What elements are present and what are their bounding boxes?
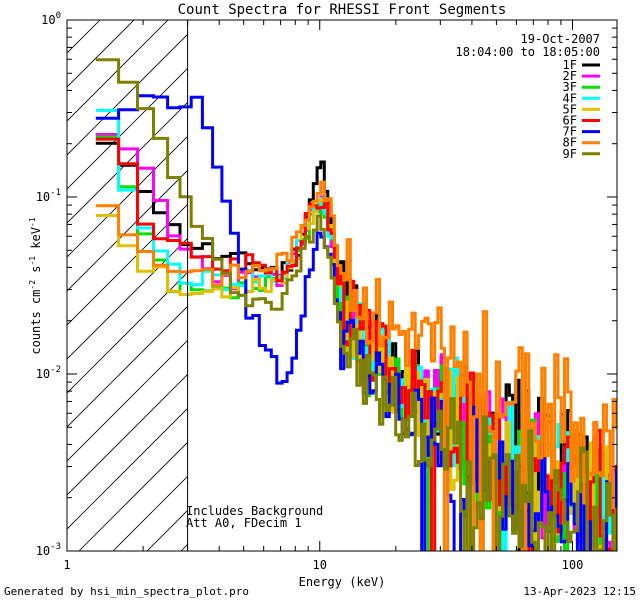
legend-label-5F: 5F (563, 102, 577, 116)
annotation-background: Includes Background (186, 504, 323, 518)
y-tick-label: 10-3 (36, 542, 61, 558)
hatch-line (67, 20, 169, 122)
hatch-line (67, 33, 188, 156)
y-label-exp-f: -1 (28, 217, 37, 227)
x-tick-label: 100 (562, 558, 584, 572)
y-label-exp-d: -1 (28, 256, 37, 266)
y-label-part-c: s (29, 266, 43, 280)
y-label-part-e: keV (29, 227, 43, 256)
hatch-line (67, 339, 188, 462)
hatch-line (78, 441, 188, 551)
hatch-line (67, 169, 188, 292)
series-line-7F (95, 94, 617, 551)
hatch-line (0, 0, 101, 551)
legend-label-3F: 3F (563, 80, 577, 94)
hatch-line (67, 20, 135, 88)
x-tick-label: 10 (313, 558, 327, 572)
legend-label-9F: 9F (563, 147, 577, 161)
time-range-label: 18:04:00 to 18:05:00 (456, 45, 601, 59)
y-label-part-a: counts cm (29, 290, 43, 355)
timestamp-text: 13-Apr-2023 12:15 (523, 585, 636, 598)
annotation-attenuator: Att A0, FDecim 1 (186, 516, 302, 530)
y-label-exp-b: -2 (28, 280, 37, 290)
hatch-line (67, 373, 188, 496)
hatch-line (67, 135, 188, 258)
plot-frame (66, 19, 618, 552)
y-tick-label: 100 (41, 11, 61, 27)
hatch-line (67, 407, 188, 530)
y-axis-label: counts cm-2 s-1 keV-1 (28, 217, 43, 354)
legend-label-1F: 1F (563, 58, 577, 72)
legend-label-8F: 8F (563, 136, 577, 150)
y-tick-label: 10-2 (36, 365, 61, 381)
generated-by-text: Generated by hsi_min_spectra_plot.pro (4, 585, 249, 598)
legend-label-4F: 4F (563, 91, 577, 105)
date-label: 19-Oct-2007 (521, 32, 600, 46)
legend-label-2F: 2F (563, 69, 577, 83)
legend-label-6F: 6F (563, 114, 577, 128)
hatch-line (67, 237, 188, 360)
series-line-9F (95, 58, 617, 551)
y-tick-label: 10-1 (36, 188, 61, 204)
x-tick-label: 1 (63, 558, 70, 572)
chart-title: Count Spectra for RHESSI Front Segments (178, 2, 507, 18)
hatch-line (67, 20, 101, 54)
x-axis-label: Energy (keV) (299, 575, 386, 589)
legend-label-7F: 7F (563, 125, 577, 139)
series-line-8F (95, 180, 617, 551)
